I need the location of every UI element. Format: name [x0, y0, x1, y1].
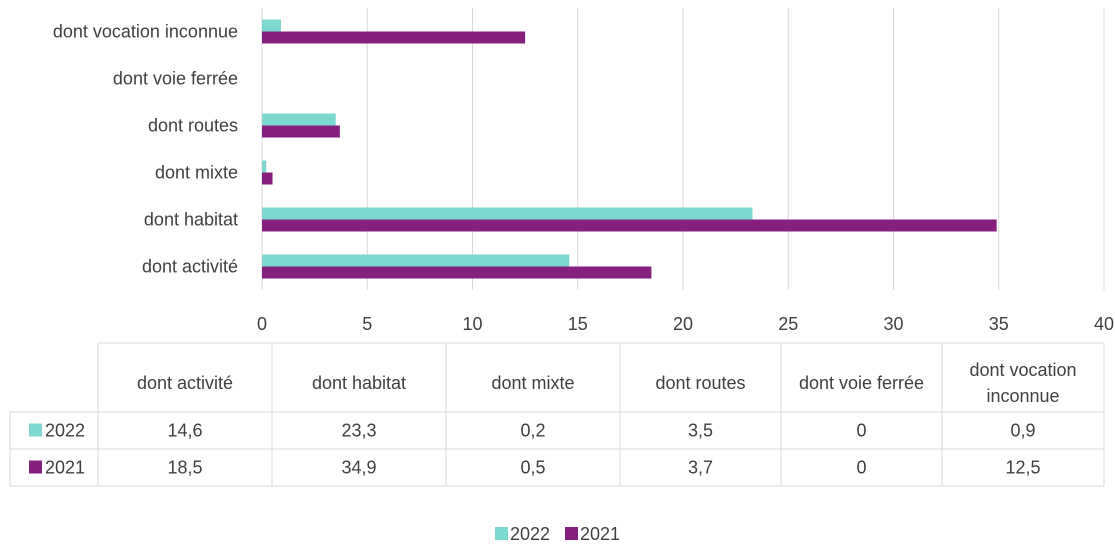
table-header: dont voie ferrée — [799, 373, 924, 393]
table-cell: 0,5 — [520, 458, 545, 478]
table-cell: 18,5 — [167, 458, 202, 478]
table-cell: 14,6 — [167, 421, 202, 441]
bar-2022-dont-activite — [262, 254, 570, 267]
legend-key-2021 — [565, 527, 578, 540]
x-tick-label: 10 — [462, 314, 482, 334]
table-cell: 12,5 — [1005, 458, 1040, 478]
table-row-label: 2022 — [45, 421, 85, 441]
table-key-2021 — [29, 460, 42, 474]
table-key-2022 — [29, 423, 42, 437]
table-header: dont vocation — [969, 360, 1076, 380]
bars — [262, 19, 997, 279]
legend-label: 2022 — [510, 524, 550, 544]
x-tick-label: 30 — [883, 314, 903, 334]
bar-2021-dont-activite — [262, 266, 652, 279]
bar-2021-dont-routes — [262, 125, 340, 138]
table-header: inconnue — [986, 386, 1059, 406]
bar-2022-dont-routes — [262, 113, 336, 126]
bar-2022-dont-habitat — [262, 207, 753, 220]
table-header: dont routes — [655, 373, 745, 393]
table-cell: 34,9 — [341, 458, 376, 478]
legend: 2022 2021 — [495, 524, 620, 544]
x-tick-label: 5 — [362, 314, 372, 334]
x-tick-label: 15 — [568, 314, 588, 334]
table-header: dont activité — [137, 373, 233, 393]
category-label-dont-routes: dont routes — [148, 116, 238, 136]
table-header: dont habitat — [312, 373, 406, 393]
category-label-dont-activite: dont activité — [142, 257, 238, 277]
table-row-label: 2021 — [45, 458, 85, 478]
table-cell: 0,9 — [1010, 421, 1035, 441]
x-tick-labels: 0 5 10 15 20 25 30 35 40 — [257, 314, 1114, 334]
x-tick-label: 25 — [778, 314, 798, 334]
x-tick-label: 20 — [673, 314, 693, 334]
table-cell: 0,2 — [520, 421, 545, 441]
table-cell: 3,7 — [688, 458, 713, 478]
category-labels: dont activité dont habitat dont mixte dont … — [53, 22, 238, 277]
legend-label: 2021 — [580, 524, 620, 544]
bar-2022-dont-mixte — [262, 160, 267, 173]
x-tick-label: 40 — [1094, 314, 1114, 334]
bar-2022-dont-vocation-inconnue — [262, 19, 281, 32]
data-table: dont activité dont habitat dont mixte dont … — [9, 342, 1105, 487]
x-tick-label: 0 — [257, 314, 267, 334]
table-cell: 0 — [856, 421, 866, 441]
table-cell: 0 — [856, 458, 866, 478]
category-label-dont-voie-ferree: dont voie ferrée — [113, 69, 238, 89]
gridlines — [261, 8, 1105, 290]
x-tick-label: 35 — [989, 314, 1009, 334]
bar-2021-dont-mixte — [262, 172, 273, 185]
category-label-dont-mixte: dont mixte — [155, 163, 238, 183]
bar-2021-dont-vocation-inconnue — [262, 31, 526, 44]
table-cell: 3,5 — [688, 421, 713, 441]
category-label-dont-habitat: dont habitat — [144, 210, 238, 230]
category-label-dont-vocation-inconnue: dont vocation inconnue — [53, 22, 238, 42]
bar-2021-dont-habitat — [262, 219, 997, 232]
table-cell: 23,3 — [341, 421, 376, 441]
legend-key-2022 — [495, 527, 508, 540]
table-header: dont mixte — [491, 373, 574, 393]
